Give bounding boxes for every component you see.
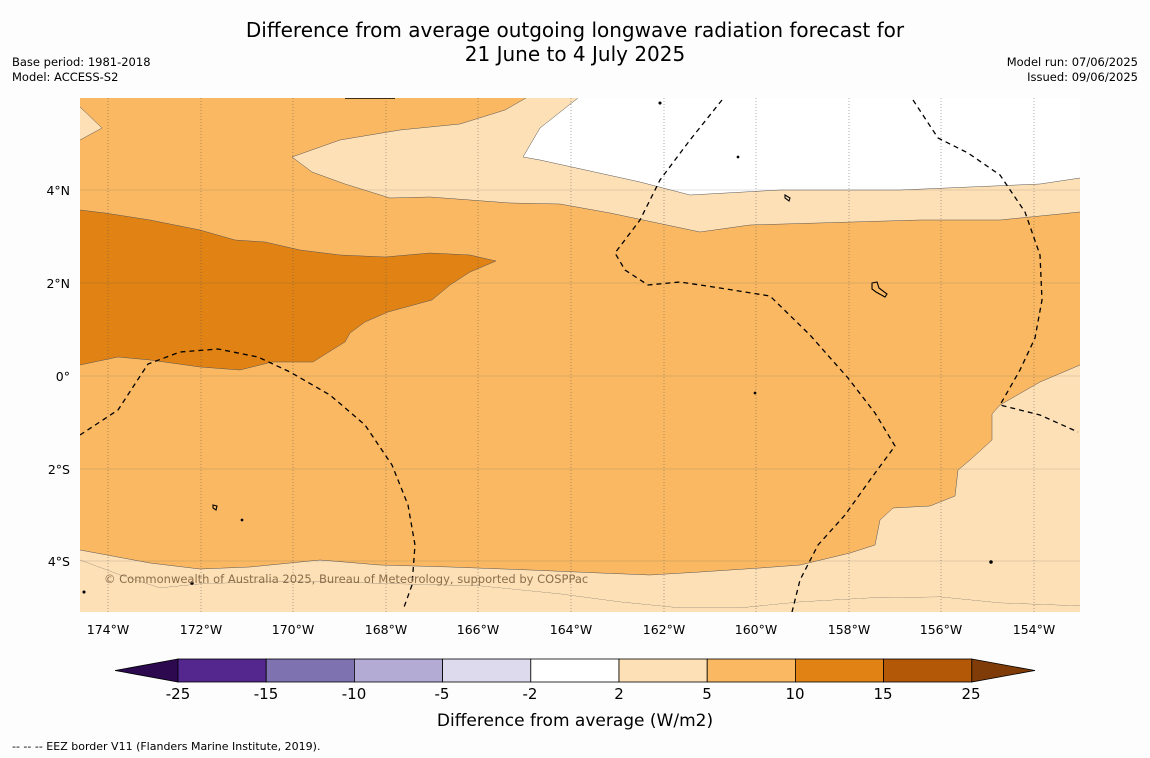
- colorbar-label: Difference from average (W/m2): [437, 711, 713, 731]
- colorbar-swatch: [706, 658, 796, 683]
- base-period: Base period: 1981-2018: [12, 55, 151, 69]
- meta-left: Base period: 1981-2018 Model: ACCESS-S2: [12, 55, 151, 85]
- colorbar-tick: 25: [961, 685, 980, 703]
- lat-axis: 4°N 2°N 0° 2°S 4°S: [46, 183, 70, 569]
- lon-axis: 174°W 172°W 170°W 168°W 166°W 164°W 162°…: [87, 622, 1055, 637]
- colorbar-tick: 15: [873, 685, 892, 703]
- islands: [82, 101, 993, 594]
- colorbar: [114, 658, 1036, 683]
- lon-tick: 160°W: [735, 622, 777, 637]
- colorbar-extend-low: [114, 658, 179, 683]
- title-line-1: Difference from average outgoing longwav…: [245, 18, 905, 42]
- model-name: Model: ACCESS-S2: [12, 70, 119, 84]
- colorbar-tick: -25: [166, 685, 191, 703]
- lat-tick-2s: 2°S: [48, 462, 70, 477]
- colorbar-swatch: [265, 658, 355, 683]
- title-line-2: 21 June to 4 July 2025: [464, 42, 686, 66]
- colorbar-tick: 2: [614, 685, 624, 703]
- lon-tick: 158°W: [828, 622, 870, 637]
- colorbar-swatch: [618, 658, 708, 683]
- eez-source-note: -- -- -- EEZ border V11 (Flanders Marine…: [12, 740, 321, 753]
- eez-borders: [80, 99, 1079, 612]
- model-run: Model run: 07/06/2025: [1006, 55, 1138, 69]
- copyright-notice: © Commonwealth of Australia 2025, Bureau…: [104, 572, 588, 586]
- colorbar-swatch: [442, 658, 532, 683]
- lon-tick: 166°W: [457, 622, 499, 637]
- lon-tick: 164°W: [550, 622, 592, 637]
- contour-neutral: [400, 98, 1080, 195]
- colorbar-swatch: [530, 658, 620, 683]
- contour-10-15: [80, 210, 496, 370]
- lon-tick: 168°W: [365, 622, 407, 637]
- colorbar-tick: -15: [254, 685, 279, 703]
- colorbar-tick: -5: [435, 685, 450, 703]
- colorbar-tick: 5: [702, 685, 712, 703]
- meta-right: Model run: 07/06/2025 Issued: 09/06/2025: [1007, 55, 1138, 85]
- chart-title: Difference from average outgoing longwav…: [0, 18, 1150, 66]
- contour-5-10: [80, 98, 1080, 575]
- lon-tick: 170°W: [272, 622, 314, 637]
- colorbar-tick: -2: [523, 685, 538, 703]
- colorbar-swatch: [177, 658, 267, 683]
- lon-tick: 172°W: [180, 622, 222, 637]
- lat-tick-4n: 4°N: [46, 183, 70, 198]
- lat-tick-0: 0°: [56, 369, 70, 384]
- map-area: © Commonwealth of Australia 2025, Bureau…: [80, 98, 1080, 612]
- colorbar-ticks: -25 -15 -10 -5 -2 2 5 10 15 25: [166, 685, 981, 703]
- lon-tick: 156°W: [920, 622, 962, 637]
- graticule: [80, 98, 1080, 612]
- lon-tick: 154°W: [1013, 622, 1055, 637]
- issued-date: Issued: 09/06/2025: [1027, 70, 1138, 84]
- colorbar-swatch: [353, 658, 443, 683]
- colorbar-extend-high: [971, 658, 1036, 683]
- lon-tick: 162°W: [643, 622, 685, 637]
- colorbar-tick: -10: [342, 685, 367, 703]
- lon-tick: 174°W: [87, 622, 129, 637]
- lat-tick-2n: 2°N: [46, 276, 70, 291]
- colorbar-swatch: [883, 658, 973, 683]
- colorbar-swatch: [795, 658, 885, 683]
- colorbar-tick: 10: [785, 685, 804, 703]
- lat-tick-4s: 4°S: [48, 554, 70, 569]
